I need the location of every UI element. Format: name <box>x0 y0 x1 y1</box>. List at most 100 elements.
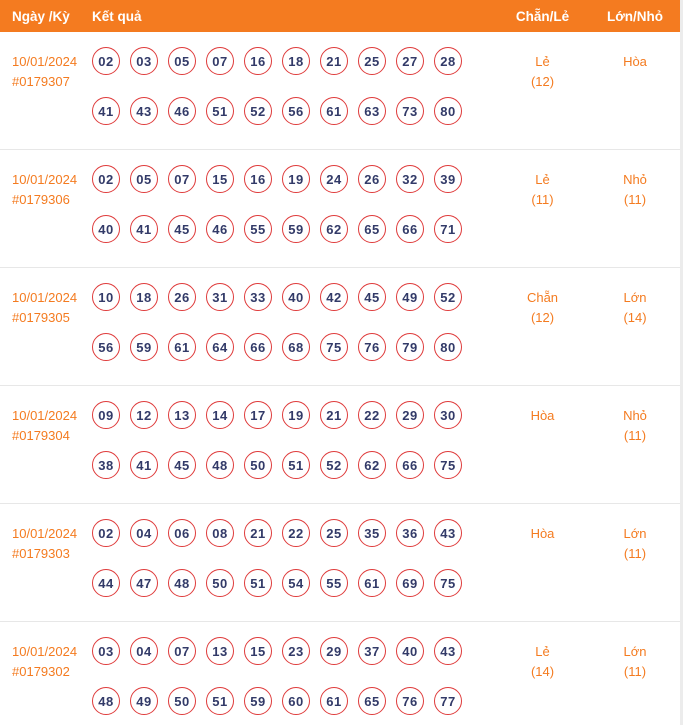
lottery-number-ball: 49 <box>396 283 424 311</box>
lottery-number-ball: 55 <box>320 569 348 597</box>
lottery-number-ball: 02 <box>92 165 120 193</box>
numbers-line-1: 03 04 07 13 15 23 29 37 40 43 <box>92 637 495 665</box>
lottery-number-ball: 80 <box>434 97 462 125</box>
big-small-cell: Nhỏ (11) <box>590 165 680 267</box>
lottery-number-ball: 59 <box>282 215 310 243</box>
lottery-number-ball: 04 <box>130 519 158 547</box>
lottery-number-ball: 61 <box>320 97 348 125</box>
draw-info-cell: 10/01/2024 #0179305 <box>0 283 92 385</box>
lottery-number-ball: 75 <box>434 569 462 597</box>
lottery-number-ball: 05 <box>168 47 196 75</box>
big-small-count: (11) <box>623 192 647 207</box>
numbers-line-1: 10 18 26 31 33 40 42 45 49 52 <box>92 283 495 311</box>
lottery-number-ball: 14 <box>206 401 234 429</box>
lottery-number-ball: 75 <box>320 333 348 361</box>
lottery-number-ball: 08 <box>206 519 234 547</box>
numbers-line-2: 44 47 48 50 51 54 55 61 69 75 <box>92 569 495 597</box>
lottery-number-ball: 15 <box>206 165 234 193</box>
even-odd-value: Chẵn <box>526 290 559 305</box>
lottery-number-ball: 47 <box>130 569 158 597</box>
even-odd-cell: Chẵn (12) <box>495 283 590 385</box>
lottery-number-ball: 62 <box>320 215 348 243</box>
lottery-number-ball: 19 <box>282 401 310 429</box>
big-small-cell: Lớn (11) <box>590 519 680 621</box>
numbers-line-2: 41 43 46 51 52 56 61 63 73 80 <box>92 97 495 125</box>
numbers-line-1: 02 03 05 07 16 18 21 25 27 28 <box>92 47 495 75</box>
lottery-number-ball: 40 <box>92 215 120 243</box>
numbers-line-1: 09 12 13 14 17 19 21 22 29 30 <box>92 401 495 429</box>
big-small-value: Lớn <box>623 644 647 659</box>
draw-date: 10/01/2024 <box>12 526 78 541</box>
lottery-number-ball: 52 <box>434 283 462 311</box>
lottery-number-ball: 41 <box>130 451 158 479</box>
lottery-number-ball: 43 <box>130 97 158 125</box>
lottery-number-ball: 77 <box>434 687 462 715</box>
lottery-number-ball: 65 <box>358 687 386 715</box>
lottery-number-ball: 52 <box>244 97 272 125</box>
lottery-number-ball: 68 <box>282 333 310 361</box>
lottery-number-ball: 52 <box>320 451 348 479</box>
lottery-number-ball: 46 <box>168 97 196 125</box>
lottery-number-ball: 10 <box>92 283 120 311</box>
lottery-number-ball: 32 <box>396 165 424 193</box>
lottery-number-ball: 43 <box>434 637 462 665</box>
lottery-number-ball: 02 <box>92 519 120 547</box>
lottery-number-ball: 06 <box>168 519 196 547</box>
numbers-line-1: 02 05 07 15 16 19 24 26 32 39 <box>92 165 495 193</box>
draw-id: #0179304 <box>12 428 70 443</box>
lottery-number-ball: 25 <box>320 519 348 547</box>
big-small-cell: Lớn (14) <box>590 283 680 385</box>
even-odd-cell: Lẻ (11) <box>495 165 590 267</box>
big-small-value: Hòa <box>623 54 647 69</box>
lottery-number-ball: 66 <box>244 333 272 361</box>
draw-info-cell: 10/01/2024 #0179306 <box>0 165 92 267</box>
draw-info-cell: 10/01/2024 #0179307 <box>0 47 92 149</box>
big-small-cell: Lớn (11) <box>590 637 680 725</box>
big-small-value: Lớn <box>623 526 647 541</box>
lottery-number-ball: 63 <box>358 97 386 125</box>
even-odd-value: Hòa <box>530 526 555 541</box>
even-odd-cell: Hòa <box>495 519 590 621</box>
lottery-number-ball: 19 <box>282 165 310 193</box>
even-odd-count: (14) <box>530 664 555 679</box>
result-numbers-cell: 10 18 26 31 33 40 42 45 49 52 56 59 61 64 66 68 75 76 79 8… <box>92 283 495 385</box>
lottery-number-ball: 56 <box>282 97 310 125</box>
big-small-count: (11) <box>623 428 647 443</box>
lottery-number-ball: 35 <box>358 519 386 547</box>
lottery-number-ball: 79 <box>396 333 424 361</box>
lottery-number-ball: 40 <box>282 283 310 311</box>
result-row: 10/01/2024 #0179304 09 12 13 14 17 19 21 22 29 30… <box>0 386 680 504</box>
header-even-odd: Chẵn/Lẻ <box>515 8 570 24</box>
lottery-number-ball: 44 <box>92 569 120 597</box>
lottery-number-ball: 76 <box>358 333 386 361</box>
lottery-number-ball: 09 <box>92 401 120 429</box>
result-row: 10/01/2024 #0179305 10 18 26 31 33 40 42 45 49 52… <box>0 268 680 386</box>
lottery-number-ball: 61 <box>358 569 386 597</box>
lottery-number-ball: 18 <box>130 283 158 311</box>
even-odd-cell: Lẻ (14) <box>495 637 590 725</box>
big-small-value: Nhỏ <box>623 408 647 423</box>
draw-id: #0179307 <box>12 74 70 89</box>
result-numbers-cell: 02 04 06 08 21 22 25 35 36 43 44 47 48 50 51 54 55 61 69 7… <box>92 519 495 621</box>
draw-info-cell: 10/01/2024 #0179304 <box>0 401 92 503</box>
lottery-number-ball: 45 <box>168 451 196 479</box>
lottery-number-ball: 03 <box>92 637 120 665</box>
lottery-number-ball: 16 <box>244 47 272 75</box>
lottery-number-ball: 29 <box>320 637 348 665</box>
even-odd-value: Lẻ <box>535 644 550 659</box>
lottery-number-ball: 45 <box>358 283 386 311</box>
draw-date: 10/01/2024 <box>12 644 78 659</box>
big-small-count: (11) <box>623 664 647 679</box>
even-odd-count: (12) <box>530 310 555 325</box>
lottery-number-ball: 21 <box>320 401 348 429</box>
lottery-number-ball: 49 <box>130 687 158 715</box>
lottery-number-ball: 02 <box>92 47 120 75</box>
table-body: 10/01/2024 #0179307 02 03 05 07 16 18 21 25 27 28… <box>0 32 680 725</box>
numbers-line-2: 38 41 45 48 50 51 52 62 66 75 <box>92 451 495 479</box>
lottery-number-ball: 07 <box>206 47 234 75</box>
big-small-cell: Hòa <box>590 47 680 149</box>
header-big-small: Lớn/Nhỏ <box>606 8 664 24</box>
lottery-number-ball: 48 <box>206 451 234 479</box>
lottery-number-ball: 07 <box>168 637 196 665</box>
